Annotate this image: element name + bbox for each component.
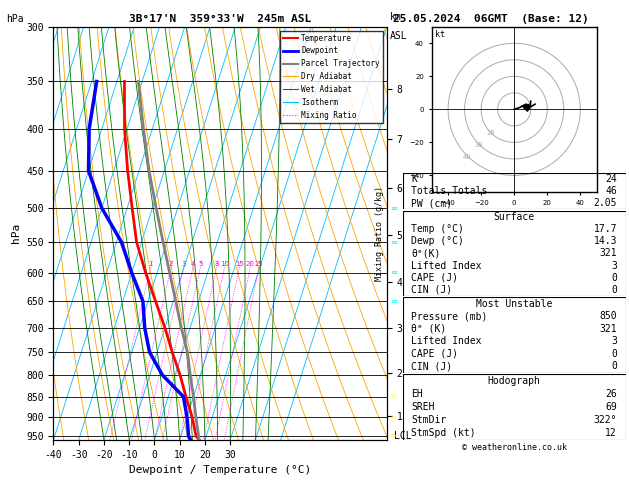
Text: 40: 40 [462, 154, 471, 160]
Text: LCL: LCL [394, 431, 411, 441]
Text: SREH: SREH [411, 402, 435, 412]
Text: Surface: Surface [494, 212, 535, 222]
Text: 321: 321 [599, 248, 617, 259]
Text: 4: 4 [191, 261, 195, 267]
Text: 20: 20 [246, 261, 255, 267]
Text: km: km [390, 12, 402, 22]
Text: 3: 3 [611, 336, 617, 347]
Text: CAPE (J): CAPE (J) [411, 349, 459, 359]
Text: 0: 0 [611, 273, 617, 283]
Text: 850: 850 [599, 311, 617, 321]
Text: 46: 46 [605, 186, 617, 196]
Text: K: K [411, 174, 418, 184]
Text: Hodograph: Hodograph [487, 376, 541, 386]
Text: 2: 2 [169, 261, 174, 267]
Text: 14.3: 14.3 [593, 236, 617, 246]
Text: 2.05: 2.05 [593, 198, 617, 208]
Text: 17.7: 17.7 [593, 224, 617, 234]
Text: 322°: 322° [593, 415, 617, 425]
Text: θᵉ(K): θᵉ(K) [411, 248, 441, 259]
Text: CIN (J): CIN (J) [411, 362, 453, 371]
Text: 8: 8 [214, 261, 219, 267]
Text: ⊳: ⊳ [390, 433, 396, 439]
Text: 5: 5 [198, 261, 203, 267]
Text: Temp (°C): Temp (°C) [411, 224, 464, 234]
Text: 0: 0 [611, 349, 617, 359]
Text: 25.05.2024  06GMT  (Base: 12): 25.05.2024 06GMT (Base: 12) [393, 14, 589, 24]
Text: kt: kt [435, 30, 445, 39]
Text: 12: 12 [605, 428, 617, 438]
Text: Most Unstable: Most Unstable [476, 299, 552, 309]
Text: 3: 3 [611, 260, 617, 271]
Text: 3: 3 [182, 261, 186, 267]
Text: 69: 69 [605, 402, 617, 412]
Text: ⊳: ⊳ [390, 414, 396, 420]
Text: 0: 0 [611, 362, 617, 371]
Text: hPa: hPa [6, 14, 24, 24]
Text: Pressure (mb): Pressure (mb) [411, 311, 488, 321]
Text: Mixing Ratio (g/kg): Mixing Ratio (g/kg) [375, 186, 384, 281]
Text: 26: 26 [605, 389, 617, 399]
Text: ⊳: ⊳ [390, 394, 396, 399]
Text: ASL: ASL [390, 31, 408, 41]
Text: 1: 1 [148, 261, 153, 267]
Text: ≡: ≡ [390, 297, 397, 306]
Text: Totals Totals: Totals Totals [411, 186, 488, 196]
Text: CIN (J): CIN (J) [411, 285, 453, 295]
Text: ≡: ≡ [390, 238, 397, 246]
Text: StmSpd (kt): StmSpd (kt) [411, 428, 476, 438]
Legend: Temperature, Dewpoint, Parcel Trajectory, Dry Adiabat, Wet Adiabat, Isotherm, Mi: Temperature, Dewpoint, Parcel Trajectory… [280, 31, 383, 122]
Text: ≡: ≡ [390, 268, 397, 278]
Text: Lifted Index: Lifted Index [411, 260, 482, 271]
Text: 321: 321 [599, 324, 617, 334]
Text: 3B°17'N  359°33'W  245m ASL: 3B°17'N 359°33'W 245m ASL [129, 14, 311, 24]
Text: PW (cm): PW (cm) [411, 198, 453, 208]
Text: Dewp (°C): Dewp (°C) [411, 236, 464, 246]
Text: StmDir: StmDir [411, 415, 447, 425]
Text: 25: 25 [255, 261, 264, 267]
Text: 30: 30 [474, 142, 483, 148]
Text: 24: 24 [605, 174, 617, 184]
Text: ≡: ≡ [390, 204, 397, 213]
Text: CAPE (J): CAPE (J) [411, 273, 459, 283]
Text: 20: 20 [486, 130, 494, 136]
Text: θᵉ (K): θᵉ (K) [411, 324, 447, 334]
Text: © weatheronline.co.uk: © weatheronline.co.uk [462, 443, 567, 451]
Text: EH: EH [411, 389, 423, 399]
Text: 15: 15 [235, 261, 244, 267]
Text: 0: 0 [611, 285, 617, 295]
X-axis label: Dewpoint / Temperature (°C): Dewpoint / Temperature (°C) [129, 465, 311, 475]
Text: 10: 10 [220, 261, 229, 267]
Text: Lifted Index: Lifted Index [411, 336, 482, 347]
Y-axis label: hPa: hPa [11, 223, 21, 243]
